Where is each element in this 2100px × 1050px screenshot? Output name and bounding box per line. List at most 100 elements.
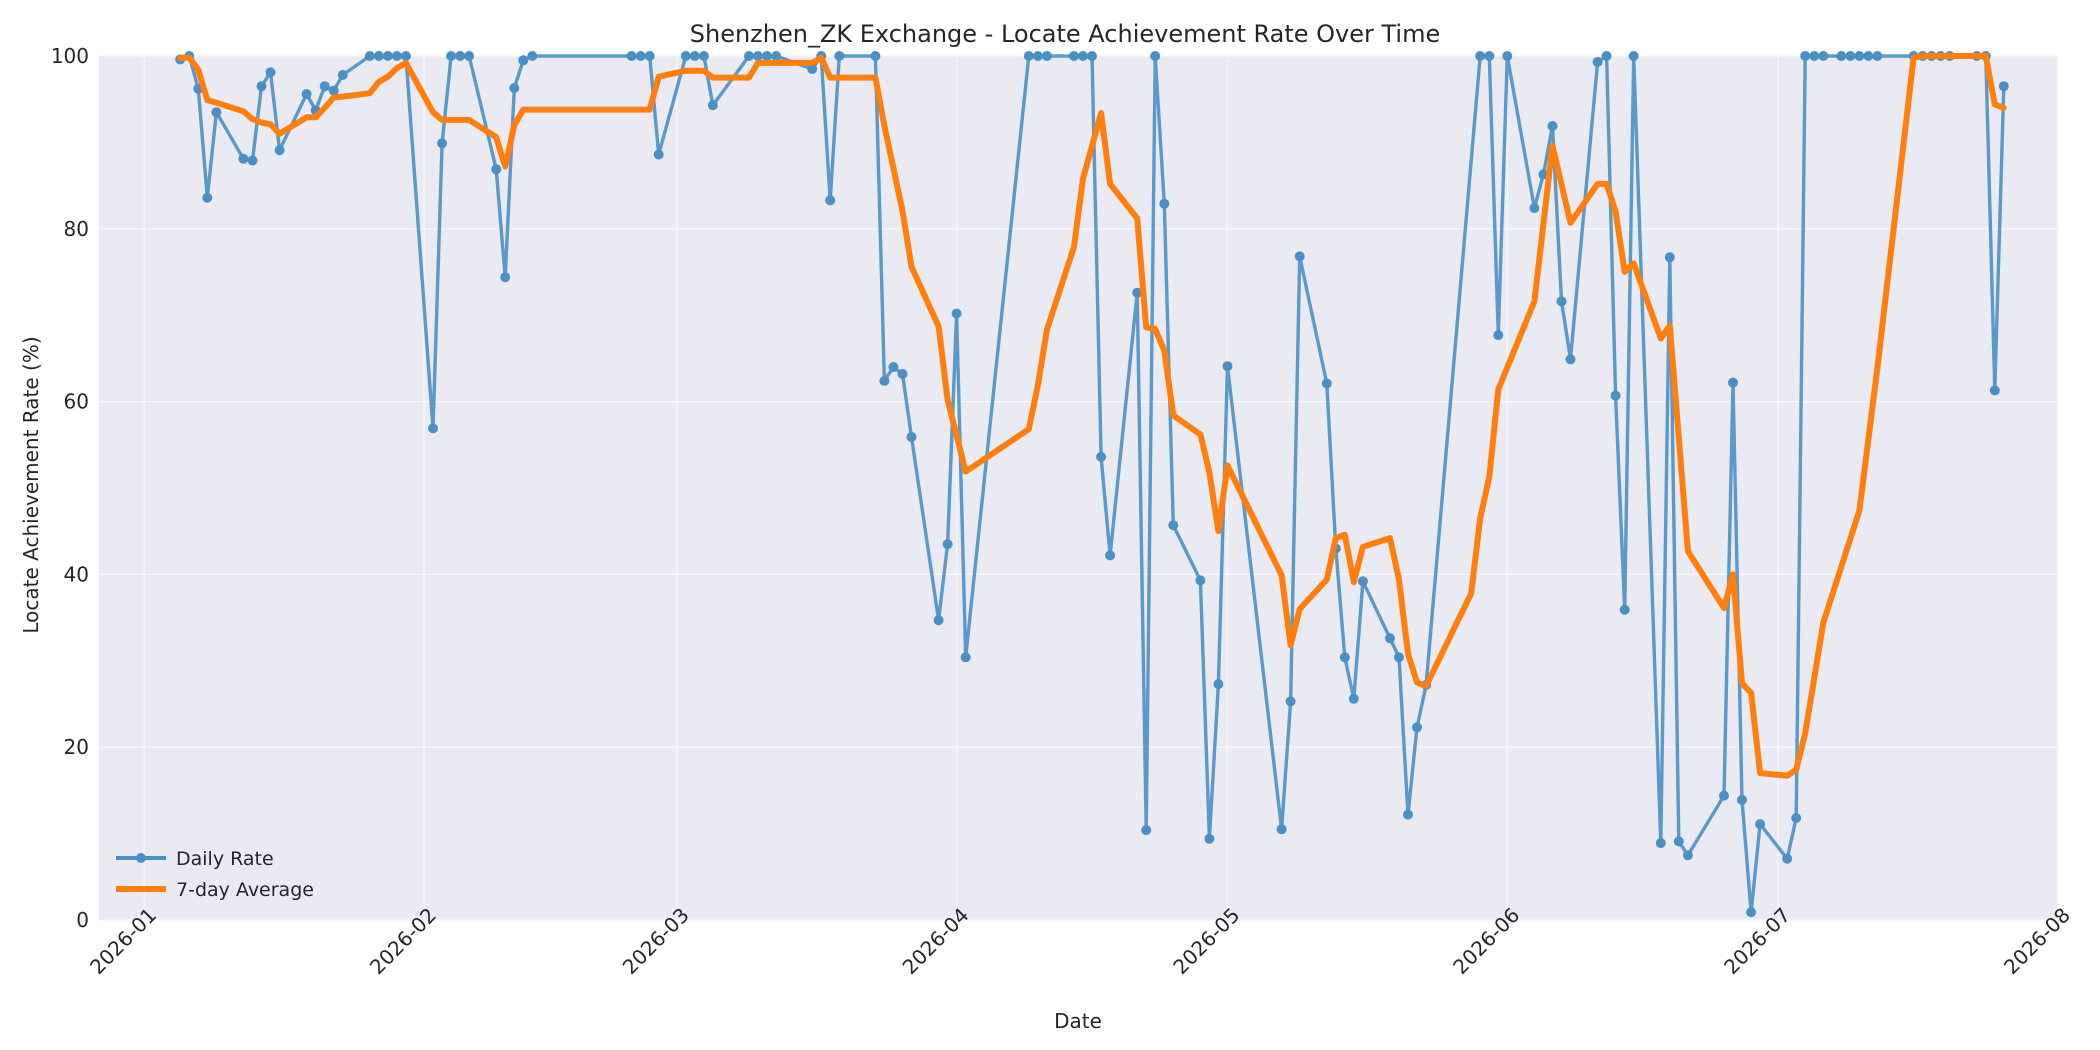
data-point: [1132, 287, 1143, 298]
data-point: [1547, 121, 1558, 131]
data-point: [265, 67, 276, 78]
data-point: [437, 138, 448, 149]
data-point: [1854, 51, 1865, 61]
data-point: [1610, 390, 1621, 401]
data-point: [744, 51, 754, 61]
data-point: [1385, 633, 1395, 644]
data-point: [382, 51, 393, 61]
data-point: [446, 51, 457, 61]
data-point: [951, 308, 962, 319]
chart-title: Shenzhen_ZK Exchange - Locate Achievemen…: [690, 20, 1441, 48]
data-point: [1565, 354, 1576, 365]
data-point: [1285, 696, 1296, 707]
data-point: [888, 362, 899, 372]
data-point: [464, 51, 475, 61]
data-point: [391, 51, 402, 61]
y-tick-label: 0: [76, 908, 89, 932]
data-point: [256, 81, 267, 92]
data-point: [319, 81, 330, 92]
series-layer: [175, 51, 2009, 918]
data-point: [400, 51, 411, 61]
data-point: [771, 51, 782, 61]
legend-label-daily-rate: Daily Rate: [176, 848, 274, 870]
data-point: [680, 51, 691, 61]
legend: Daily Rate 7-day Average: [116, 848, 314, 901]
data-point: [1032, 51, 1043, 61]
data-point: [1556, 296, 1567, 307]
data-point: [328, 85, 339, 96]
data-point: [238, 153, 249, 164]
data-point: [500, 272, 511, 283]
data-point: [1601, 51, 1612, 61]
series-line-7-day-average: [177, 53, 2007, 779]
data-point: [644, 51, 655, 61]
data-point: [1078, 51, 1088, 61]
data-point: [1222, 361, 1233, 372]
y-axis-label: Locate Achievement Rate (%): [19, 336, 43, 633]
data-point: [1673, 836, 1684, 847]
data-point: [1023, 51, 1034, 61]
data-point: [1529, 203, 1540, 214]
data-point: [373, 51, 384, 61]
data-point: [1159, 198, 1170, 209]
data-point: [1737, 794, 1747, 805]
data-point: [1276, 824, 1287, 835]
data-point: [1664, 252, 1675, 263]
data-point: [1339, 652, 1350, 663]
data-point: [1719, 790, 1729, 801]
y-tick-label: 60: [64, 390, 89, 414]
y-tick-label: 20: [64, 735, 89, 759]
data-point: [1493, 330, 1504, 341]
data-point: [1403, 809, 1413, 820]
y-tick-label: 80: [64, 217, 89, 241]
data-point: [1655, 838, 1666, 849]
data-point: [698, 51, 709, 61]
data-point: [1863, 51, 1874, 61]
data-point: [1475, 51, 1486, 61]
data-point: [274, 145, 285, 156]
y-tick-label: 40: [64, 562, 89, 586]
data-point: [753, 51, 763, 61]
data-point: [428, 423, 438, 434]
data-point: [879, 375, 890, 386]
data-point: [1791, 813, 1802, 823]
data-point: [1818, 51, 1829, 61]
plot-background: [99, 56, 2058, 920]
data-point: [1204, 833, 1215, 844]
data-point: [689, 51, 700, 61]
data-point: [364, 51, 375, 61]
legend-marker-daily-rate: [136, 853, 146, 863]
data-point: [1357, 576, 1368, 587]
data-point: [807, 64, 818, 74]
data-point: [834, 51, 845, 61]
data-point: [1836, 51, 1847, 61]
data-point: [1412, 722, 1422, 733]
x-axis-label: Date: [1054, 1009, 1102, 1033]
data-point: [1800, 51, 1811, 61]
data-point: [635, 51, 646, 61]
legend-label-7-day-average: 7-day Average: [176, 879, 314, 901]
data-point: [1628, 51, 1639, 61]
data-point: [1484, 51, 1495, 61]
data-point: [626, 51, 637, 61]
data-point: [1069, 51, 1079, 61]
data-point: [897, 369, 908, 379]
data-point: [653, 149, 664, 160]
data-point: [1321, 378, 1332, 389]
data-point: [1348, 693, 1359, 704]
data-point: [933, 615, 944, 626]
data-point: [1872, 51, 1883, 61]
data-point: [1989, 385, 2000, 396]
data-point: [1168, 520, 1179, 531]
data-point: [518, 55, 529, 66]
data-point: [762, 51, 772, 61]
data-point: [1096, 451, 1107, 462]
data-point: [906, 432, 917, 442]
y-tick-labels: 0 20 40 60 80 100: [51, 44, 89, 932]
data-point: [1592, 57, 1603, 67]
data-point: [202, 192, 213, 203]
data-point: [455, 51, 466, 61]
data-point: [247, 155, 258, 166]
data-point: [1105, 550, 1116, 561]
